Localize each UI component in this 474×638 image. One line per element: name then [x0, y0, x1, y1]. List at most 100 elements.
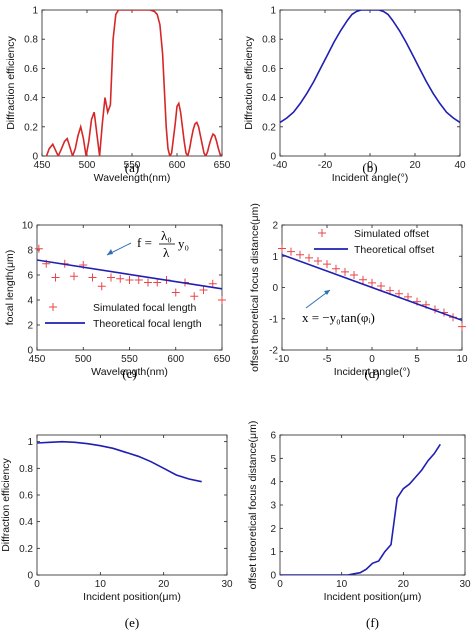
panel-caption: (e) — [125, 615, 139, 630]
data-point-plus — [125, 276, 134, 284]
x-tick-label: -20 — [318, 160, 333, 171]
equation-text: λ₀ — [161, 228, 172, 243]
data-point-plus — [190, 292, 199, 301]
y-tick-label: 2 — [270, 524, 276, 535]
y-axis-label: Diffraction efficiency — [0, 457, 12, 551]
x-tick-label: 500 — [79, 160, 96, 171]
y-tick-label: 0.4 — [262, 93, 276, 104]
plot-frame-f — [279, 434, 466, 576]
equation-text: λ — [163, 245, 170, 260]
x-tick-label: 10 — [456, 354, 468, 365]
plot-frame-b — [279, 9, 461, 157]
y-tick-label: 1 — [27, 437, 33, 448]
data-point-plus — [404, 292, 412, 301]
series-line — [280, 443, 441, 575]
y-tick-label: 6 — [270, 431, 276, 442]
legend-d: Simulated offset Theoretical offset — [314, 228, 434, 256]
y-tick-label: 0 — [270, 571, 276, 582]
y-tick-label: 0 — [27, 346, 33, 357]
equation-text: y₀ — [178, 236, 189, 251]
y-axis-label: offset theoretical focus distance(μm) — [249, 203, 261, 372]
x-tick-label: 0 — [277, 579, 283, 590]
y-axis-label: Diffraction efficiency — [243, 35, 255, 129]
data-point-plus — [153, 278, 162, 287]
y-axis-label: offset theoretical focus distance(μm) — [247, 421, 259, 590]
y-tick-label: 0.4 — [19, 517, 33, 528]
data-point-plus — [368, 278, 376, 287]
panel-b: -40 -20 0 20 40 0 0.2 0.4 0.6 0.8 1 Incident angle(… — [243, 6, 466, 185]
panel-caption: (b) — [362, 160, 377, 175]
equation-text: x = −y₀tan(φᵢ) — [302, 310, 375, 325]
x-tick-label: 40 — [454, 160, 466, 171]
data-point-plus — [314, 256, 322, 265]
y-tick-label: 0 — [272, 283, 278, 294]
panel-a: 450 500 550 600 650 0 0.2 0.4 0.6 0.8 1 Wavelength(… — [5, 6, 231, 185]
data-point-plus — [70, 272, 78, 281]
panel-caption: (c) — [122, 366, 136, 381]
panel-f: 0 10 20 30 0 1 2 3 4 5 6 Incident position(μm) offse… — [247, 421, 471, 630]
y-tick-label: 0 — [270, 152, 276, 163]
y-tick-label: 4 — [270, 477, 276, 488]
y-tick-label: 6 — [27, 271, 33, 282]
y-tick-label: 2 — [272, 221, 278, 232]
data-point-plus — [218, 296, 226, 304]
panel-c: 450 500 550 600 650 0 2 4 6 8 10 Wavelength(nm) foca… — [4, 221, 231, 382]
plot-frame-a — [41, 9, 223, 157]
y-tick-label: 4 — [27, 296, 33, 307]
x-tick-label: 600 — [169, 160, 186, 171]
x-tick-label: -10 — [275, 354, 290, 365]
series-line — [280, 10, 460, 124]
y-tick-label: 0.8 — [24, 35, 38, 46]
x-axis-label: Wavelength(nm) — [91, 366, 168, 378]
y-tick-label: 0.4 — [24, 93, 38, 104]
x-tick-label: 0 — [367, 160, 373, 171]
panel-caption: (a) — [125, 160, 139, 175]
x-tick-label: 500 — [75, 354, 92, 365]
equation-d: x = −y₀tan(φᵢ) — [302, 289, 375, 325]
data-point-plus — [332, 264, 340, 273]
equation-c: f = λ₀ λ y₀ — [106, 228, 189, 260]
y-tick-label: 0.2 — [19, 544, 33, 555]
data-point-plus — [144, 278, 152, 287]
legend-marker-plus — [318, 229, 326, 237]
y-axis-label: focal length(μm) — [4, 250, 16, 326]
data-point-plus — [199, 286, 208, 294]
data-point-plus — [395, 289, 403, 298]
x-tick-label: 550 — [121, 354, 138, 365]
x-tick-label: 0 — [369, 354, 375, 365]
data-point-plus — [88, 273, 97, 282]
series-line — [37, 259, 222, 290]
legend-label: Theoretical focal length — [93, 318, 202, 330]
data-point-plus — [171, 288, 180, 297]
x-tick-label: 20 — [409, 160, 421, 171]
y-tick-label: 0.8 — [19, 464, 33, 475]
legend-c: Simulated focal length Theoretical focal … — [45, 302, 202, 330]
y-tick-label: 0.2 — [262, 122, 276, 133]
data-point-plus — [107, 273, 115, 282]
legend-label: Simulated focal length — [93, 302, 196, 314]
panel-caption: (d) — [364, 366, 379, 381]
data-point-plus — [97, 282, 106, 291]
data-point-plus — [458, 322, 466, 331]
y-tick-label: 1 — [270, 547, 276, 558]
y-tick-label: -1 — [269, 314, 278, 325]
data-point-plus — [350, 271, 358, 279]
plot-frame-e — [36, 434, 228, 576]
series-line — [45, 10, 222, 156]
annotation-arrowhead — [107, 249, 113, 255]
panel-caption: (f) — [366, 615, 379, 630]
x-axis-label: Incident angle(°) — [334, 366, 411, 378]
y-tick-label: 0.6 — [262, 64, 276, 75]
y-axis-label: Diffraction efficiency — [5, 35, 17, 129]
y-tick-label: 0.6 — [24, 64, 38, 75]
panel-e: 0 10 20 30 0 0.2 0.4 0.6 0.8 1 Incident position(μ… — [0, 434, 233, 630]
x-tick-label: 0 — [34, 579, 40, 590]
data-point-plus — [208, 279, 217, 288]
data-point-plus — [278, 244, 286, 253]
data-point-plus — [359, 275, 367, 284]
x-axis-label: Incident angle(°) — [332, 172, 409, 184]
x-tick-label: 20 — [398, 579, 410, 590]
data-point-plus — [134, 276, 143, 284]
